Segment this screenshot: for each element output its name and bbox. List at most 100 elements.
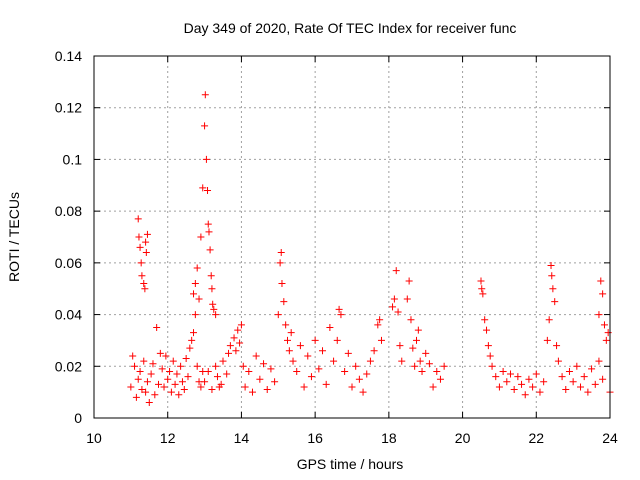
data-point <box>510 386 518 394</box>
data-point <box>390 295 398 303</box>
data-point <box>182 355 190 363</box>
data-point <box>195 295 203 303</box>
data-point <box>136 367 144 375</box>
data-point <box>553 342 561 350</box>
data-point <box>499 367 507 375</box>
data-point <box>129 352 137 360</box>
data-point <box>143 230 151 238</box>
data-point <box>304 352 312 360</box>
data-point <box>548 272 556 280</box>
data-point <box>492 373 500 381</box>
data-point <box>376 316 384 324</box>
data-point <box>138 386 146 394</box>
data-point <box>604 329 612 337</box>
data-point <box>206 246 214 254</box>
data-point <box>514 373 522 381</box>
data-point <box>396 342 404 350</box>
data-point <box>136 243 144 251</box>
data-point <box>403 295 411 303</box>
data-point <box>191 280 199 288</box>
data-point <box>263 386 271 394</box>
data-point <box>141 285 149 293</box>
data-point <box>178 378 186 386</box>
data-point <box>425 360 433 368</box>
data-point <box>212 311 220 319</box>
data-point <box>213 373 221 381</box>
data-point <box>201 378 209 386</box>
x-tick-label: 24 <box>602 430 618 446</box>
chart-title: Day 349 of 2020, Rate Of TEC Index for r… <box>184 20 517 36</box>
data-point <box>416 357 424 365</box>
data-point <box>209 300 217 308</box>
data-point <box>208 386 216 394</box>
data-point <box>252 352 260 360</box>
data-point <box>352 362 360 370</box>
data-point <box>145 398 153 406</box>
data-point <box>532 370 540 378</box>
data-point <box>591 380 599 388</box>
data-point <box>562 386 570 394</box>
data-point <box>335 305 343 313</box>
data-point <box>477 277 485 285</box>
data-point <box>569 378 577 386</box>
data-point <box>267 365 275 373</box>
data-point <box>217 380 225 388</box>
data-point <box>547 261 555 269</box>
data-point <box>202 155 210 163</box>
data-point <box>142 388 150 396</box>
data-point <box>366 357 374 365</box>
data-point <box>488 362 496 370</box>
y-tick-label: 0.06 <box>55 255 82 271</box>
data-point <box>204 367 212 375</box>
x-tick-label: 20 <box>455 430 471 446</box>
data-point <box>429 383 437 391</box>
data-point <box>225 349 233 357</box>
data-point <box>545 316 553 324</box>
data-point <box>236 339 244 347</box>
data-point <box>197 383 205 391</box>
data-point <box>173 370 181 378</box>
y-tick-label: 0.08 <box>55 203 82 219</box>
data-point <box>322 380 330 388</box>
data-point <box>151 391 159 399</box>
data-point <box>193 362 201 370</box>
y-tick-label: 0.14 <box>55 48 82 64</box>
data-point <box>300 383 308 391</box>
y-tick-label: 0.1 <box>63 151 83 167</box>
data-point <box>164 375 172 383</box>
data-point <box>536 388 544 396</box>
data-point <box>573 362 581 370</box>
data-point <box>355 375 363 383</box>
data-point <box>558 373 566 381</box>
x-axis-label: GPS time / hours <box>297 456 404 472</box>
data-point <box>153 324 161 331</box>
data-point <box>169 357 177 365</box>
data-point <box>184 373 192 381</box>
data-point <box>315 365 323 373</box>
data-point <box>232 347 240 355</box>
data-point <box>241 383 249 391</box>
data-point <box>207 272 215 280</box>
data-point <box>212 362 220 370</box>
data-point <box>201 91 209 99</box>
data-point <box>484 342 492 350</box>
data-point <box>436 375 444 383</box>
data-point <box>205 228 213 236</box>
data-point <box>171 380 179 388</box>
data-point <box>239 362 247 370</box>
data-point <box>409 344 417 352</box>
data-point <box>210 305 218 313</box>
data-point <box>422 349 430 357</box>
data-point <box>418 367 426 375</box>
data-point <box>529 383 537 391</box>
data-point <box>296 342 304 350</box>
data-points <box>127 91 614 406</box>
data-point <box>208 285 216 293</box>
data-point <box>348 383 356 391</box>
data-point <box>142 238 150 246</box>
data-point <box>392 267 400 275</box>
data-point <box>389 303 397 311</box>
grid-lines <box>94 56 610 418</box>
data-point <box>143 378 151 386</box>
data-point <box>565 367 573 375</box>
